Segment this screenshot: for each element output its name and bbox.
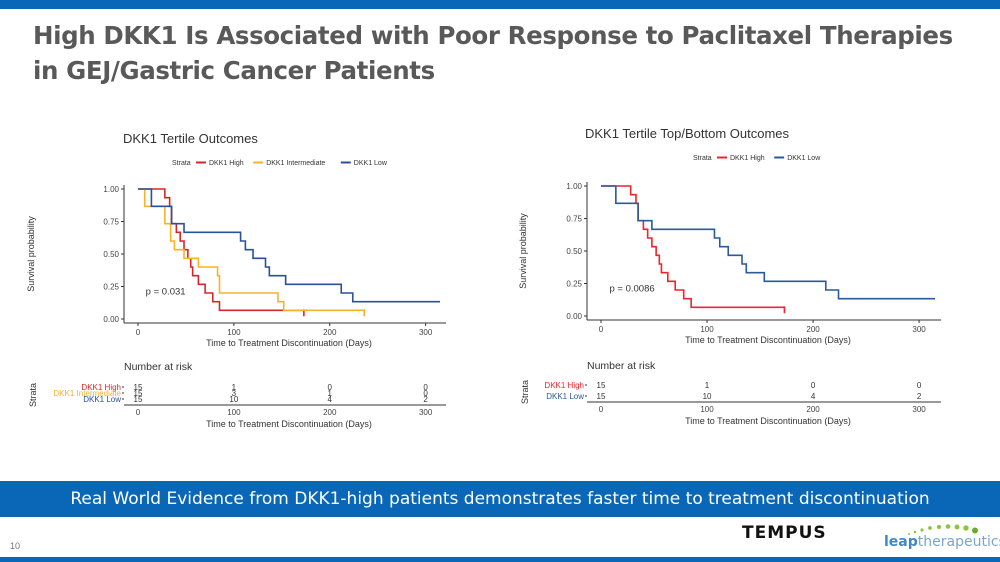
- km-curve-dkk1-low: [601, 185, 935, 300]
- risk-x-tick-label: 0: [599, 405, 604, 414]
- risk-count: 0: [423, 389, 428, 398]
- risk-count: 10: [229, 395, 238, 404]
- km-chart-tertile: DKK1 Tertile Outcomes Strata DKK1 High DKK1…: [20, 120, 450, 440]
- risk-row-label: DKK1 High: [81, 383, 121, 392]
- risk-count: 4: [328, 395, 333, 404]
- leap-logo-light: therapeutics: [917, 534, 1000, 550]
- conclusion-banner: Real World Evidence from DKK1-high patie…: [0, 481, 1000, 517]
- risk-count: 2: [423, 395, 428, 404]
- leap-therapeutics-logo: leaptherapeutics: [884, 534, 1000, 550]
- y-tick-label: 0.75: [566, 215, 582, 224]
- y-tick-label: 0.50: [103, 250, 119, 259]
- risk-count: 15: [134, 383, 143, 392]
- y-tick-label: 0.25: [566, 280, 582, 289]
- risk-table-title: Number at risk: [124, 361, 193, 373]
- x-tick-label: 200: [323, 328, 337, 337]
- risk-x-tick-label: 200: [323, 408, 337, 417]
- risk-x-tick-label: 100: [700, 405, 714, 414]
- risk-count: 0: [328, 383, 333, 392]
- risk-row-label: DKK1 Low: [83, 395, 121, 404]
- risk-count: 0: [811, 381, 816, 390]
- chart-title: DKK1 Tertile Outcomes: [123, 131, 258, 146]
- y-axis-label: Survival probability: [518, 213, 528, 289]
- legend-title: Strata: [693, 155, 712, 162]
- y-tick-label: 1.00: [566, 182, 582, 191]
- risk-x-tick-label: 300: [419, 408, 433, 417]
- x-axis-label: Time to Treatment Discontinuation (Days): [685, 335, 851, 345]
- legend-label: DKK1 Low: [787, 155, 821, 162]
- x-tick-label: 0: [599, 325, 604, 334]
- risk-y-axis-label: Strata: [28, 383, 38, 407]
- risk-count: 10: [703, 392, 712, 401]
- leap-logo-bold: leap: [884, 534, 918, 550]
- legend-label: DKK1 Intermediate: [266, 160, 325, 167]
- y-tick-label: 0.50: [566, 247, 582, 256]
- y-tick-label: 0.00: [103, 315, 119, 324]
- bottom-accent-bar: [0, 557, 1000, 562]
- page-number: 10: [10, 541, 21, 551]
- y-tick-label: 0.75: [103, 218, 119, 227]
- risk-x-tick-label: 100: [227, 408, 241, 417]
- y-tick-label: 0.25: [103, 283, 119, 292]
- x-tick-label: 300: [419, 328, 433, 337]
- tempus-logo: TEMPUS: [742, 523, 827, 543]
- risk-row-label: DKK1 Low: [546, 392, 584, 401]
- risk-count: 4: [811, 392, 816, 401]
- risk-count: 15: [597, 381, 606, 390]
- leap-dots-icon: [908, 524, 978, 535]
- risk-x-tick-label: 300: [912, 405, 926, 414]
- risk-x-tick-label: 200: [806, 405, 820, 414]
- legend-label: DKK1 High: [209, 160, 244, 167]
- y-tick-label: 1.00: [103, 185, 119, 194]
- risk-x-tick-label: 0: [136, 408, 141, 417]
- km-chart-top-bottom-svg: DKK1 Tertile Top/Bottom Outcomes Strata DK…: [518, 126, 941, 426]
- km-curve-dkk1-low: [138, 188, 440, 303]
- slide-title: High DKK1 Is Associated with Poor Respon…: [33, 21, 953, 85]
- x-tick-label: 300: [912, 325, 926, 334]
- risk-count: 15: [134, 389, 143, 398]
- risk-count: 1: [328, 389, 333, 398]
- risk-y-axis-label: Strata: [520, 380, 530, 404]
- p-value-annotation: p = 0.0086: [609, 283, 654, 294]
- risk-count: 3: [232, 389, 237, 398]
- x-axis-label: Time to Treatment Discontinuation (Days): [206, 338, 372, 348]
- risk-count: 0: [917, 381, 922, 390]
- chart-title: DKK1 Tertile Top/Bottom Outcomes: [585, 126, 790, 141]
- legend-title: Strata: [172, 160, 191, 167]
- legend-label: DKK1 Low: [354, 160, 388, 167]
- risk-count: 15: [134, 395, 143, 404]
- x-tick-label: 0: [136, 328, 141, 337]
- risk-count: 0: [423, 383, 428, 392]
- risk-row-label: DKK1 High: [544, 381, 584, 390]
- legend-label: DKK1 High: [730, 155, 765, 162]
- top-accent-bar: [0, 0, 1000, 9]
- risk-x-axis-label: Time to Treatment Discontinuation (Days): [685, 416, 851, 426]
- y-axis-label: Survival probability: [26, 216, 36, 292]
- risk-row-label: DKK1 Intermediate: [53, 389, 121, 398]
- y-tick-label: 0.00: [566, 312, 582, 321]
- risk-x-axis-label: Time to Treatment Discontinuation (Days): [206, 419, 372, 429]
- km-chart-top-bottom: DKK1 Tertile Top/Bottom Outcomes Strata DK…: [510, 120, 950, 440]
- risk-count: 1: [232, 383, 237, 392]
- p-value-annotation: p = 0.031: [146, 286, 186, 297]
- risk-count: 15: [597, 392, 606, 401]
- x-tick-label: 100: [227, 328, 241, 337]
- km-curve-dkk1-intermediate: [138, 188, 365, 312]
- x-tick-label: 200: [806, 325, 820, 334]
- risk-count: 1: [705, 381, 710, 390]
- x-tick-label: 100: [700, 325, 714, 334]
- risk-table-title: Number at risk: [587, 360, 656, 372]
- risk-count: 2: [917, 392, 922, 401]
